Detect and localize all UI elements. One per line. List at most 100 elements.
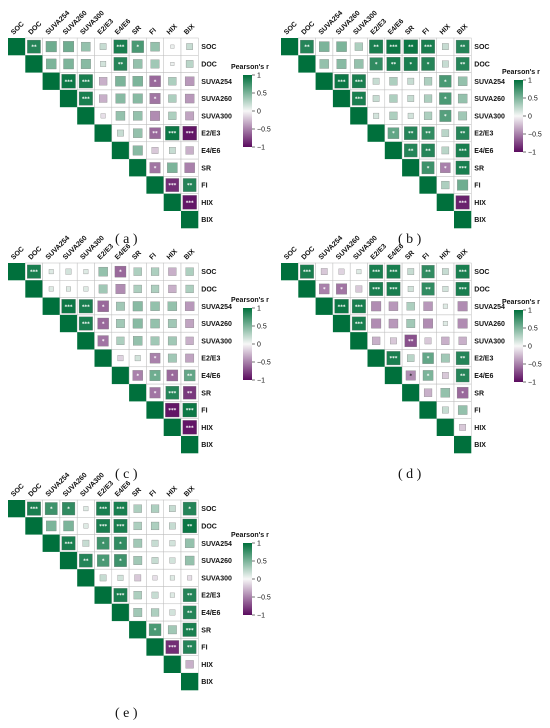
correlation-square [421,57,435,71]
correlation-square [148,623,162,636]
colorbar-tick-label: 1 [528,308,532,315]
correlation-square [185,60,194,68]
row-label: E4/E6 [474,373,493,380]
significance-mark: * [427,356,430,362]
correlation-square [113,519,128,533]
diagonal-cell [181,673,199,691]
colorbar: Pearson's r 1 0.5 0 −0.5 −1 [502,69,542,157]
significance-mark: *** [99,524,107,530]
correlation-square [440,353,450,363]
significance-mark: * [340,287,343,293]
correlation-square [185,660,194,669]
significance-mark: * [444,114,447,120]
correlation-square [421,282,435,296]
column-label: HIX [439,23,452,36]
correlation-square [371,318,382,329]
diagonal-cell [454,436,472,454]
row-label: SUVA260 [201,321,232,328]
correlation-square [182,518,197,534]
correlation-square [167,319,177,328]
diagonal-cell [146,176,164,194]
correlation-square [440,162,451,173]
column-label: SR [131,250,143,262]
correlation-square [182,622,197,637]
correlation-square [439,92,452,105]
correlation-square [133,504,142,513]
correlation-square [182,195,197,210]
correlation-square [170,44,175,49]
row-label: E4/E6 [201,610,220,617]
significance-mark: * [392,131,395,137]
row-label: HIX [201,662,213,669]
column-label: E4/E6 [387,18,406,37]
colorbar-tick-label: −0.5 [257,360,271,367]
significance-mark: ** [425,287,431,293]
colorbar-tick-label: 0.5 [528,326,538,333]
correlation-square [116,336,125,345]
significance-mark: ** [187,183,193,189]
diagonal-cell [94,586,112,604]
correlation-square [334,299,349,314]
column-label: HIX [439,248,452,261]
row-label: E4/E6 [201,148,220,155]
significance-mark: ** [460,45,466,51]
significance-mark: * [171,373,174,379]
correlation-square [45,41,57,53]
diagonal-cell [454,211,472,229]
significance-mark: ** [304,45,310,51]
significance-mark: *** [390,356,398,362]
significance-mark: ** [374,45,380,51]
column-label: SOC [10,483,26,499]
significance-mark: ** [460,373,466,379]
correlation-square [455,282,470,296]
significance-mark: *** [82,322,90,328]
diagonal-cell [8,263,26,281]
row-label: E2/E3 [201,356,220,363]
correlation-square [150,284,160,294]
colorbar-tick-label: 1 [257,306,261,313]
correlation-square [421,265,435,279]
correlation-square [61,536,76,551]
correlation-square [169,592,175,598]
correlation-square [150,608,160,617]
correlation-square [405,370,416,381]
correlation-square [423,94,433,103]
correlation-square [115,111,126,121]
column-label: SR [404,25,416,37]
correlation-square [97,335,109,347]
correlation-square [169,147,176,154]
correlation-square [48,269,54,275]
correlation-square [440,388,451,398]
colorbar-gradient [243,308,252,380]
correlation-square [387,127,400,139]
correlation-square [149,127,161,139]
diagonal-cell [332,314,351,333]
correlation-square [167,162,178,173]
correlation-square [441,336,450,345]
correlation-square [97,317,109,330]
correlation-square [169,557,176,564]
correlation-square [457,93,468,104]
diagonal-cell [281,38,299,56]
significance-mark: * [102,541,105,547]
correlation-square [83,523,89,529]
correlation-square [113,588,128,603]
significance-mark: ** [187,593,193,599]
diagonal-cell [350,107,368,125]
row-label: DOC [474,286,490,293]
correlation-square [407,77,415,85]
correlation-square [338,268,345,275]
correlation-square [182,588,197,602]
correlation-square [424,337,432,345]
correlation-square [455,351,470,365]
row-label: SUVA260 [201,558,232,565]
row-label: SR [474,390,484,397]
correlation-square [150,504,160,513]
significance-mark: *** [65,304,73,310]
correlation-square [457,301,468,312]
significance-mark: ** [187,391,193,397]
significance-mark: *** [99,507,107,513]
correlation-square [150,110,160,121]
correlation-square [133,59,143,69]
